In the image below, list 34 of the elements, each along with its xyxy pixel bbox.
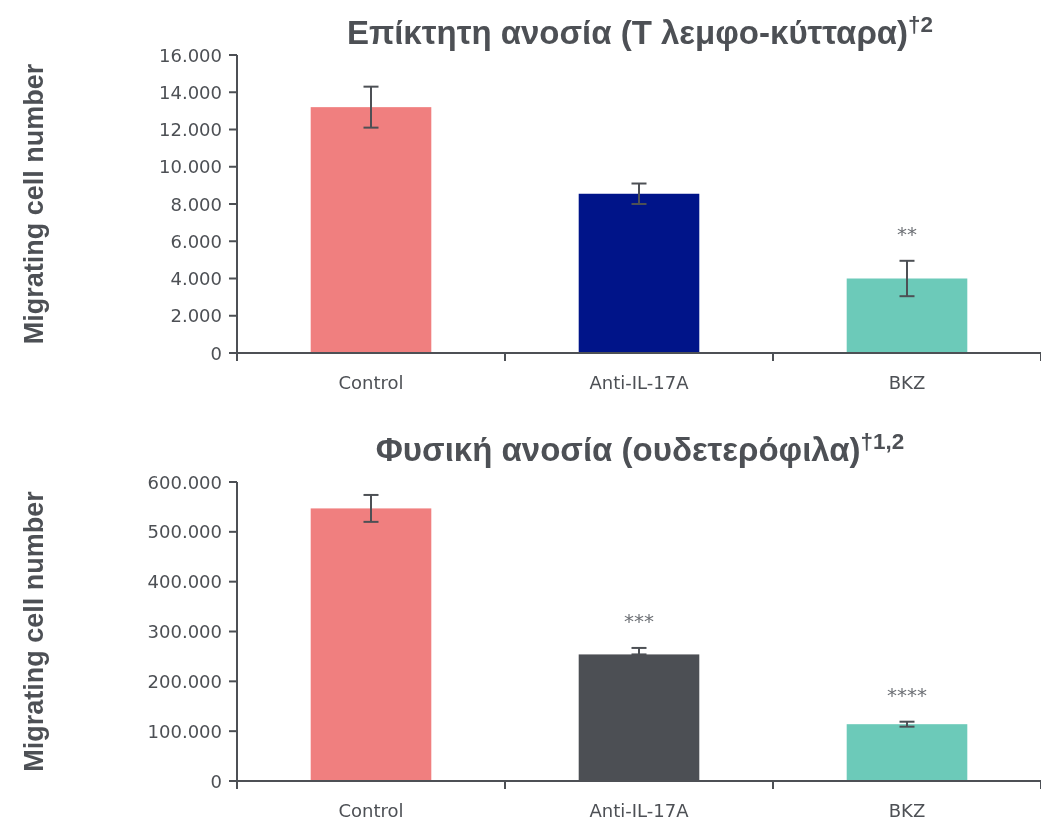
y-tick-label: 100.000 [147,720,222,742]
bar [310,107,432,353]
y-tick-label: 4.000 [170,268,222,289]
y-tick-label: 8.000 [170,193,222,215]
y-tick-label: 300.000 [147,621,222,642]
annotation: *** [624,608,654,633]
x-tick-label: Control [338,799,404,819]
bar [578,193,700,353]
y-tick-label: 0 [210,770,222,792]
y-tick-label: 6.000 [170,230,222,252]
y-tick-label: 16.000 [159,44,222,66]
chart-title: Φυσική ανοσία (ουδετερόφιλα)$^{†1,2}$ [375,428,905,468]
y-tick-label: 12.000 [159,119,222,140]
y-tick-label: 500.000 [147,521,222,543]
y-tick-label: 14.000 [159,81,222,103]
bar [846,278,968,353]
x-tick-label: Anti-IL-17A [589,371,690,393]
annotation: ** [897,221,917,246]
y-tick-label: 400.000 [147,571,222,593]
chart-title: Επίκτητη ανοσία (Τ λεμφο-κύτταρα)$^{†2}$ [346,11,934,51]
y-axis-title: Migrating cell number [19,490,49,772]
x-tick-label: Anti-IL-17A [589,799,690,819]
y-tick-label: 0 [210,342,222,364]
y-tick-label: 10.000 [159,156,222,178]
y-axis-title: Migrating cell number [19,63,49,345]
y-tick-label: 2.000 [170,305,222,327]
y-tick-label: 200.000 [147,670,222,692]
x-tick-label: BKZ [888,799,926,819]
x-tick-label: Control [338,371,404,393]
x-tick-label: BKZ [888,371,926,393]
annotation: **** [887,682,927,707]
bar [846,724,968,781]
bar [310,508,432,781]
y-tick-label: 600.000 [147,471,222,493]
